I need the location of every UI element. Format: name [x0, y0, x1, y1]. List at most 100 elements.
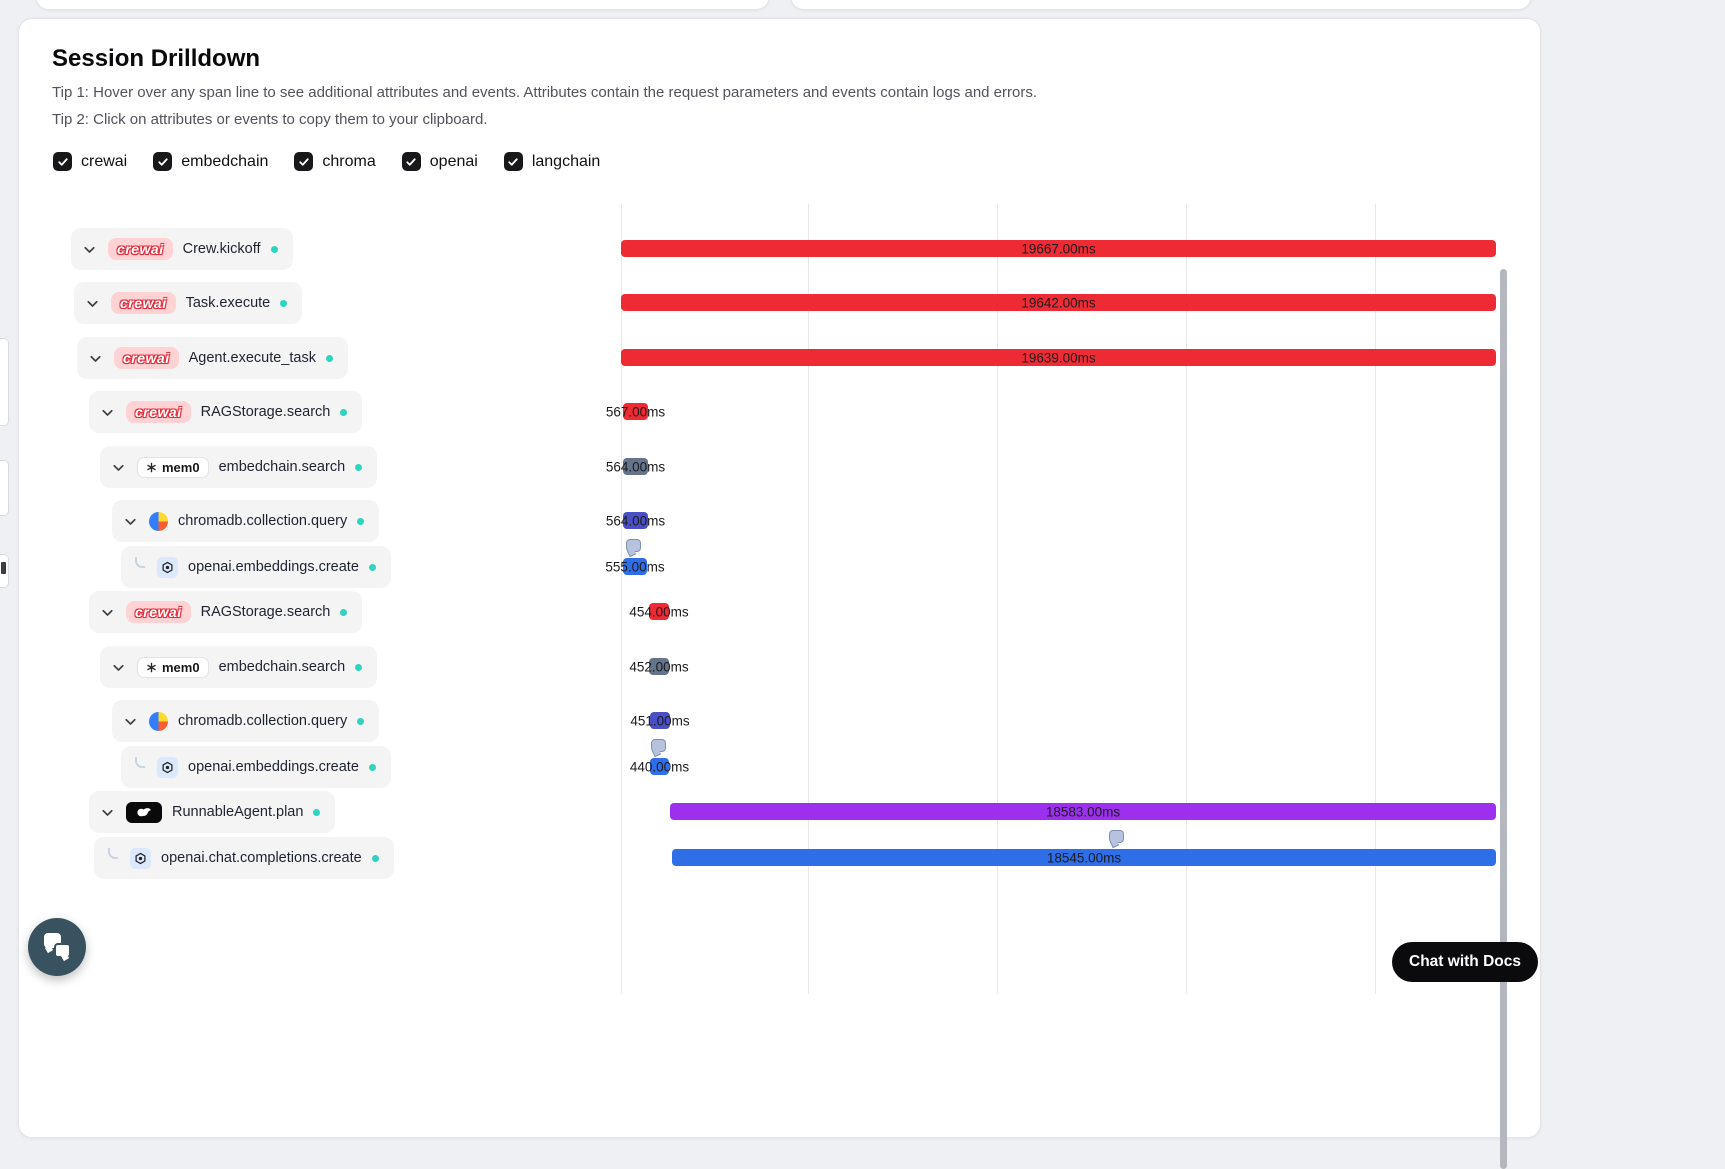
span-duration-bar[interactable]: 18545.00ms — [672, 849, 1496, 866]
checkbox-checked-icon[interactable] — [294, 152, 314, 171]
status-dot — [357, 517, 365, 525]
span-duration-label: 564.00ms — [605, 513, 666, 528]
span-duration-label: 19639.00ms — [1021, 350, 1096, 365]
status-dot — [371, 854, 379, 862]
span-name: openai.chat.completions.create — [161, 850, 362, 866]
timeline-gridline — [808, 204, 809, 994]
checkbox-checked-icon[interactable] — [153, 152, 173, 171]
crewai-logo: crewai — [108, 238, 173, 260]
filter-checkbox-item[interactable]: crewai — [53, 152, 127, 171]
crewai-logo: crewai — [111, 292, 176, 314]
chevron-down-icon[interactable] — [122, 713, 139, 730]
openai-logo — [157, 556, 178, 578]
chevron-down-icon[interactable] — [84, 295, 101, 312]
span-name: RAGStorage.search — [200, 404, 331, 420]
span-duration-bar[interactable]: 555.00ms — [605, 558, 665, 575]
span-label-pill[interactable]: openai.chat.completions.create — [94, 837, 394, 879]
chevron-down-icon[interactable] — [122, 513, 139, 530]
span-name: chromadb.collection.query — [178, 513, 348, 529]
span-label-pill[interactable]: crewai RAGStorage.search — [89, 591, 363, 633]
crewai-logo: crewai — [126, 401, 191, 423]
checkbox-checked-icon[interactable] — [53, 152, 72, 171]
vertical-scrollbar[interactable] — [1500, 269, 1507, 1169]
tip-1-text: Tip 1: Hover over any span line to see a… — [52, 84, 1038, 101]
filter-row: crewai embedchain chroma openai langchai… — [53, 152, 600, 171]
chevron-down-icon[interactable] — [99, 404, 116, 421]
span-label-pill[interactable]: chromadb.collection.query — [112, 500, 380, 542]
span-duration-label: 454.00ms — [629, 604, 689, 619]
span-duration-bar[interactable]: 19639.00ms — [621, 349, 1496, 366]
top-partial-card-right — [790, 0, 1532, 10]
span-label-pill[interactable]: chromadb.collection.query — [112, 700, 380, 742]
span-duration-label: 19667.00ms — [1021, 241, 1096, 256]
filter-checkbox-item[interactable]: openai — [401, 152, 478, 171]
span-duration-bar[interactable]: 567.00ms — [606, 403, 665, 420]
checkbox-checked-icon[interactable] — [503, 152, 523, 171]
chroma-logo — [149, 511, 168, 531]
langchain-parrot-logo — [126, 801, 162, 823]
tree-elbow-connector-icon — [135, 756, 145, 768]
status-dot — [313, 808, 321, 816]
span-label-pill[interactable]: mem0 embedchain.search — [100, 646, 378, 688]
span-duration-label: 440.00ms — [629, 759, 690, 774]
span-duration-bar[interactable]: 18583.00ms — [670, 803, 1496, 820]
span-duration-bar[interactable]: 452.00ms — [629, 658, 689, 675]
timeline-gridline — [1186, 204, 1187, 994]
span-label-pill[interactable]: crewai Agent.execute_task — [77, 337, 348, 379]
span-duration-label: 567.00ms — [605, 404, 666, 419]
chevron-down-icon[interactable] — [110, 459, 127, 476]
span-name: embedchain.search — [218, 459, 346, 475]
checkbox-checked-icon[interactable] — [401, 152, 421, 171]
status-dot — [368, 763, 376, 771]
status-dot — [340, 408, 348, 416]
span-label-pill[interactable]: crewai Task.execute — [74, 282, 303, 324]
filter-checkbox-item[interactable]: chroma — [294, 152, 376, 171]
span-label-pill[interactable]: crewai RAGStorage.search — [89, 391, 363, 433]
event-bubble-icon[interactable] — [651, 739, 666, 752]
span-name: embedchain.search — [218, 659, 346, 675]
status-dot — [355, 463, 363, 471]
span-label-pill[interactable]: crewai Crew.kickoff — [71, 228, 293, 270]
span-duration-bar[interactable]: 19642.00ms — [621, 294, 1496, 311]
span-duration-bar[interactable]: 564.00ms — [606, 512, 665, 529]
span-name: Task.execute — [185, 295, 271, 311]
chevron-down-icon[interactable] — [99, 804, 116, 821]
chevron-down-icon[interactable] — [110, 659, 127, 676]
mem0-logo: mem0 — [137, 656, 209, 678]
span-duration-label: 19642.00ms — [1021, 295, 1096, 310]
filter-label: chroma — [322, 152, 376, 170]
filter-label: openai — [429, 152, 478, 170]
status-dot — [325, 354, 333, 362]
chat-widget-button[interactable] — [28, 918, 86, 976]
span-duration-label: 564.00ms — [605, 459, 666, 474]
span-name: openai.embeddings.create — [188, 559, 359, 575]
event-bubble-icon[interactable] — [1109, 830, 1124, 843]
span-duration-bar[interactable]: 451.00ms — [630, 712, 690, 729]
span-duration-label: 18545.00ms — [1046, 850, 1122, 865]
status-dot — [357, 717, 365, 725]
span-duration-label: 452.00ms — [629, 659, 689, 674]
span-label-pill[interactable]: RunnableAgent.plan — [89, 791, 336, 833]
chevron-down-icon[interactable] — [87, 350, 104, 367]
span-label-pill[interactable]: openai.embeddings.create — [121, 746, 391, 788]
tree-elbow-connector-icon — [135, 556, 145, 568]
left-edge-fragment — [0, 338, 9, 426]
span-label-pill[interactable]: openai.embeddings.create — [121, 546, 391, 588]
status-dot — [280, 299, 288, 307]
span-duration-bar[interactable]: 440.00ms — [630, 758, 689, 775]
event-bubble-icon[interactable] — [626, 539, 641, 552]
filter-checkbox-item[interactable]: embedchain — [153, 152, 268, 171]
span-duration-bar[interactable]: 454.00ms — [629, 603, 689, 620]
span-duration-bar[interactable]: 19667.00ms — [621, 240, 1496, 257]
span-name: Agent.execute_task — [188, 350, 316, 366]
chroma-logo — [149, 711, 168, 731]
span-label-pill[interactable]: mem0 embedchain.search — [100, 446, 378, 488]
chevron-down-icon[interactable] — [99, 604, 116, 621]
crewai-logo: crewai — [114, 347, 179, 369]
span-duration-bar[interactable]: 564.00ms — [606, 458, 665, 475]
chevron-down-icon[interactable] — [81, 241, 98, 258]
chat-with-docs-button[interactable]: Chat with Docs — [1392, 942, 1538, 982]
timeline-gridline — [997, 204, 998, 994]
filter-checkbox-item[interactable]: langchain — [503, 152, 600, 171]
span-name: RunnableAgent.plan — [172, 804, 304, 820]
